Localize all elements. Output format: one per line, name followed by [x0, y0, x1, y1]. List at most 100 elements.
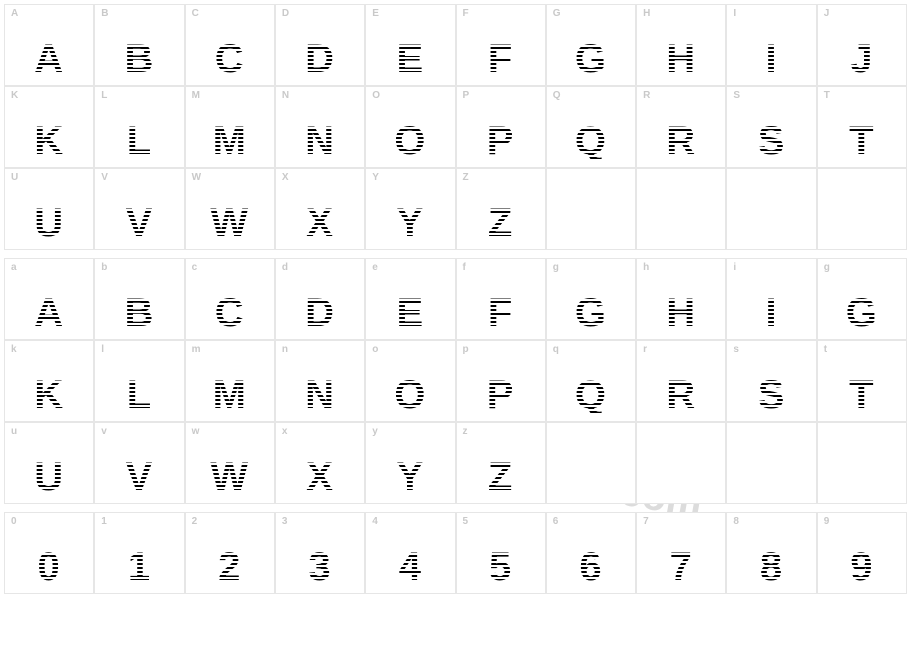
glyph-key-label: S [733, 90, 740, 101]
glyph-key-label: 7 [643, 516, 649, 527]
glyph-cell: g G [546, 258, 636, 340]
glyph-key-label: s [733, 344, 739, 355]
glyph-cell: F F [456, 4, 546, 86]
glyph-key-label: X [282, 172, 289, 183]
glyph-cell: E E [365, 4, 455, 86]
glyph-key-label: g [824, 262, 830, 273]
glyph-sample: U [5, 203, 93, 243]
glyph-cell: v V [94, 422, 184, 504]
glyph-key-label: n [282, 344, 288, 355]
glyph-cell: K K [4, 86, 94, 168]
glyph-key-label: l [101, 344, 104, 355]
glyph-sample: E [366, 39, 454, 79]
glyph-cell: W W [185, 168, 275, 250]
glyph-sample: 4 [366, 547, 454, 587]
glyph-key-label: G [553, 8, 561, 19]
glyph-cell: 0 0 [4, 512, 94, 594]
glyph-sample: C [186, 39, 274, 79]
glyph-cell: S S [726, 86, 816, 168]
glyph-key-label: U [11, 172, 18, 183]
glyph-cell: L L [94, 86, 184, 168]
glyph-sample: G [547, 293, 635, 333]
glyph-cell: H H [636, 4, 726, 86]
glyph-key-label: H [643, 8, 650, 19]
glyph-key-label: y [372, 426, 378, 437]
glyph-cell: d D [275, 258, 365, 340]
glyph-cell: k K [4, 340, 94, 422]
glyph-key-label: O [372, 90, 380, 101]
glyph-key-label: 9 [824, 516, 830, 527]
glyph-cell: P P [456, 86, 546, 168]
glyph-key-label: W [192, 172, 201, 183]
glyph-cell: p P [456, 340, 546, 422]
glyph-sample: W [186, 457, 274, 497]
glyph-cell: Q Q [546, 86, 636, 168]
glyph-key-label: i [733, 262, 736, 273]
glyph-cell: n N [275, 340, 365, 422]
glyph-sample: U [5, 457, 93, 497]
glyph-sample: 2 [186, 547, 274, 587]
glyph-cell: r R [636, 340, 726, 422]
glyph-sample: L [95, 375, 183, 415]
glyph-key-label: E [372, 8, 379, 19]
glyph-cell [636, 168, 726, 250]
glyph-sample: N [276, 121, 364, 161]
glyph-key-label: 4 [372, 516, 378, 527]
glyph-cell [636, 422, 726, 504]
glyph-key-label: m [192, 344, 201, 355]
glyph-sample: F [457, 39, 545, 79]
glyph-sample: P [457, 375, 545, 415]
glyph-sample: L [95, 121, 183, 161]
glyph-sample: Y [366, 203, 454, 243]
glyph-sample: I [727, 39, 815, 79]
glyph-cell: Y Y [365, 168, 455, 250]
glyph-sample: N [276, 375, 364, 415]
glyph-cell: i I [726, 258, 816, 340]
font-character-map: from www.novelfonts.com from www.novelfo… [0, 0, 911, 668]
charmap-grid-lowercase: a A b B c C d D e E f F g G h H i I g G … [4, 258, 907, 504]
glyph-key-label: Q [553, 90, 561, 101]
glyph-cell: O O [365, 86, 455, 168]
glyph-cell [546, 422, 636, 504]
glyph-sample: A [5, 293, 93, 333]
glyph-key-label: K [11, 90, 18, 101]
glyph-sample: G [818, 293, 906, 333]
glyph-key-label: M [192, 90, 200, 101]
glyph-key-label: v [101, 426, 107, 437]
glyph-cell: 3 3 [275, 512, 365, 594]
glyph-cell: g G [817, 258, 907, 340]
glyph-sample: D [276, 39, 364, 79]
glyph-sample: H [637, 293, 725, 333]
section-spacer [4, 504, 907, 512]
glyph-sample: Z [457, 203, 545, 243]
glyph-key-label: t [824, 344, 827, 355]
glyph-cell: T T [817, 86, 907, 168]
glyph-key-label: I [733, 8, 736, 19]
glyph-key-label: N [282, 90, 289, 101]
glyph-sample: O [366, 375, 454, 415]
glyph-key-label: R [643, 90, 650, 101]
glyph-sample: Q [547, 121, 635, 161]
glyph-cell: f F [456, 258, 546, 340]
glyph-sample: T [818, 121, 906, 161]
glyph-cell: V V [94, 168, 184, 250]
glyph-cell: e E [365, 258, 455, 340]
glyph-cell: 5 5 [456, 512, 546, 594]
glyph-sample: 8 [727, 547, 815, 587]
glyph-cell [546, 168, 636, 250]
glyph-cell: w W [185, 422, 275, 504]
glyph-key-label: J [824, 8, 830, 19]
glyph-key-label: w [192, 426, 200, 437]
glyph-sample: I [727, 293, 815, 333]
glyph-sample: W [186, 203, 274, 243]
glyph-cell: M M [185, 86, 275, 168]
glyph-key-label: c [192, 262, 198, 273]
glyph-key-label: 0 [11, 516, 17, 527]
glyph-cell: G G [546, 4, 636, 86]
glyph-cell: 2 2 [185, 512, 275, 594]
glyph-sample: P [457, 121, 545, 161]
glyph-cell: o O [365, 340, 455, 422]
glyph-cell: 1 1 [94, 512, 184, 594]
glyph-key-label: h [643, 262, 649, 273]
glyph-sample: S [727, 375, 815, 415]
